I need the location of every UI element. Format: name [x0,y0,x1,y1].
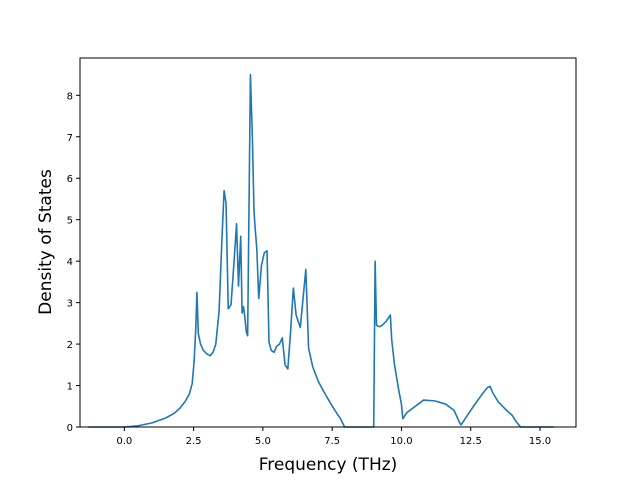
y-axis-label: Density of States [36,169,56,315]
plot-area [79,57,577,428]
y-tick-label: 3 [67,299,73,310]
x-tick-label: 15.0 [529,436,551,447]
y-tick-label: 7 [67,133,73,144]
series-layer [88,73,554,428]
y-axis-ticks: 0 1 2 3 4 5 6 7 8 [67,91,80,434]
x-tick-label: 2.5 [186,436,202,447]
y-tick-label: 1 [67,382,73,393]
axes-background [80,58,576,427]
y-tick-label: 6 [67,174,73,185]
y-tick-label: 8 [67,91,73,102]
y-tick-label: 0 [67,423,73,434]
y-tick-label: 2 [67,340,73,351]
x-tick-label: 10.0 [390,436,412,447]
x-axis-ticks: 0.0 2.5 5.0 7.5 10.0 12.5 15.0 [116,427,551,447]
x-axis-label: Frequency (THz) [259,455,398,475]
x-tick-label: 5.0 [255,436,271,447]
y-tick-label: 4 [67,257,73,268]
x-tick-label: 12.5 [460,436,482,447]
x-tick-label: 7.5 [324,436,340,447]
axes-frame [79,57,577,428]
dos-series-line-0 [88,73,554,428]
x-tick-label: 0.0 [116,436,132,447]
y-tick-label: 5 [67,216,73,227]
